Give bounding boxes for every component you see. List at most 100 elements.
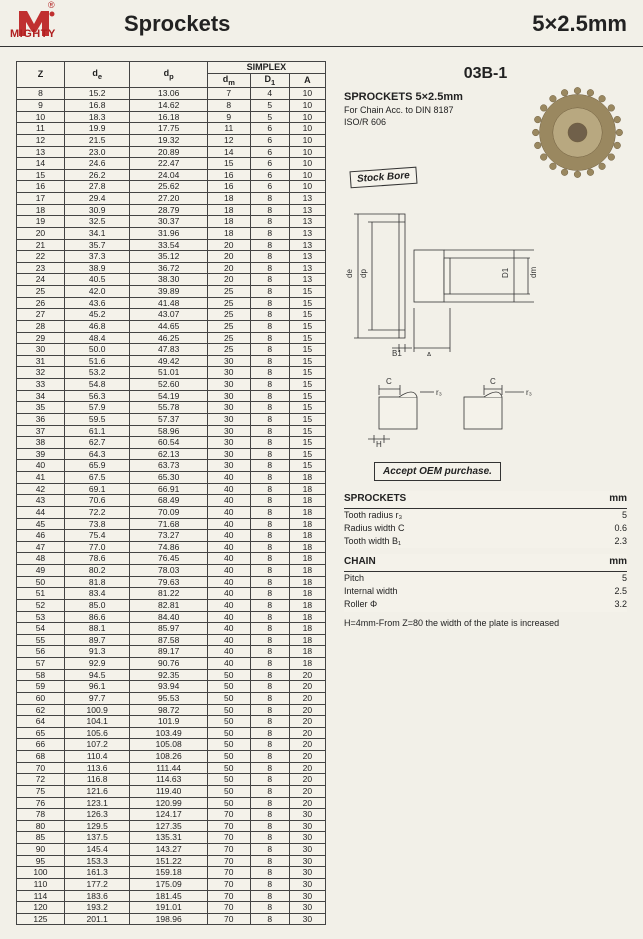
svg-text:H: H bbox=[376, 440, 382, 447]
table-row: 5894.592.3550820 bbox=[17, 669, 326, 681]
svg-text:B1: B1 bbox=[392, 349, 402, 356]
product-code: 03B-1 bbox=[344, 65, 627, 83]
svg-text:de: de bbox=[345, 269, 354, 278]
table-row: 80129.5127.3570830 bbox=[17, 820, 326, 832]
dimension-drawing: de dp D1 dm B1 A bbox=[344, 196, 554, 356]
table-row: 3456.354.1930815 bbox=[17, 390, 326, 402]
col-de: de bbox=[64, 62, 130, 88]
table-row: 1119.917.7511610 bbox=[17, 123, 326, 135]
table-row: 3761.158.9630815 bbox=[17, 425, 326, 437]
table-row: 2846.844.6525815 bbox=[17, 320, 326, 332]
table-row: 3354.852.6030815 bbox=[17, 379, 326, 391]
table-row: 95153.3151.2270830 bbox=[17, 855, 326, 867]
table-row: 110177.2175.0970830 bbox=[17, 878, 326, 890]
table-row: 3151.649.4230815 bbox=[17, 355, 326, 367]
col-a: A bbox=[289, 74, 325, 88]
svg-text:A: A bbox=[426, 351, 432, 356]
table-row: 120193.2191.0170830 bbox=[17, 902, 326, 914]
svg-text:D1: D1 bbox=[501, 267, 510, 278]
table-row: 75121.6119.4050820 bbox=[17, 785, 326, 797]
page-title: Sprockets bbox=[124, 11, 230, 37]
col-d1: D1 bbox=[250, 74, 289, 88]
table-row: 5996.193.9450820 bbox=[17, 681, 326, 693]
table-row: 100161.3159.1870830 bbox=[17, 867, 326, 879]
registered-mark: ® bbox=[48, 0, 55, 10]
page-spec: 5×2.5mm bbox=[532, 11, 627, 37]
table-row: 1932.530.3718813 bbox=[17, 216, 326, 228]
table-row: 76123.1120.9950820 bbox=[17, 797, 326, 809]
table-row: 2542.039.8925815 bbox=[17, 286, 326, 298]
table-row: 5183.481.2240818 bbox=[17, 588, 326, 600]
table-row: 114183.6181.4570830 bbox=[17, 890, 326, 902]
table-row: 4675.473.2740818 bbox=[17, 530, 326, 542]
header: ® MIGHTY Sprockets 5×2.5mm bbox=[0, 0, 643, 47]
spec-row: Roller Φ3.2 bbox=[344, 598, 627, 611]
col-dp: dp bbox=[130, 62, 207, 88]
table-row: 4370.668.4940818 bbox=[17, 495, 326, 507]
table-row: 1729.427.2018813 bbox=[17, 193, 326, 205]
sprocket-icon bbox=[530, 85, 625, 180]
table-row: 4065.963.7330815 bbox=[17, 460, 326, 472]
sprockets-spec-table: SPROCKETSmm Tooth radius r₃5Radius width… bbox=[344, 491, 627, 548]
col-z: Z bbox=[17, 62, 65, 88]
spec-row: Tooth radius r₃5 bbox=[344, 508, 627, 522]
table-row: 65105.6103.4950820 bbox=[17, 727, 326, 739]
svg-text:C: C bbox=[386, 377, 392, 386]
info-panel: 03B-1 SPROCKETS 5×2.5mm For Chain Acc. t… bbox=[344, 61, 627, 925]
table-row: 815.213.067410 bbox=[17, 88, 326, 100]
table-row: 72116.8114.6350820 bbox=[17, 774, 326, 786]
table-row: 5691.389.1740818 bbox=[17, 646, 326, 658]
table-row: 66107.2105.0850820 bbox=[17, 739, 326, 751]
table-row: 64104.1101.950820 bbox=[17, 716, 326, 728]
table-row: 1627.825.6216610 bbox=[17, 181, 326, 193]
table-row: 5285.082.8140818 bbox=[17, 599, 326, 611]
table-row: 2135.733.5420813 bbox=[17, 239, 326, 251]
table-row: 78126.3124.1770830 bbox=[17, 809, 326, 821]
table-row: 2948.446.2525815 bbox=[17, 332, 326, 344]
table-row: 3557.955.7830815 bbox=[17, 402, 326, 414]
table-row: 5488.185.9740818 bbox=[17, 623, 326, 635]
col-dm: dm bbox=[207, 74, 250, 88]
table-row: 4878.676.4540818 bbox=[17, 553, 326, 565]
svg-text:C: C bbox=[490, 377, 496, 386]
svg-text:dp: dp bbox=[359, 269, 368, 278]
table-row: 4472.270.0940818 bbox=[17, 506, 326, 518]
table-row: 6097.795.5350820 bbox=[17, 692, 326, 704]
col-simplex: SIMPLEX bbox=[207, 62, 325, 74]
table-row: 3253.251.0130815 bbox=[17, 367, 326, 379]
table-row: 4269.166.9140818 bbox=[17, 483, 326, 495]
table-row: 85137.5135.3170830 bbox=[17, 832, 326, 844]
table-row: 4980.278.0340818 bbox=[17, 565, 326, 577]
table-row: 5386.684.4040818 bbox=[17, 611, 326, 623]
table-row: 125201.1198.9670830 bbox=[17, 913, 326, 925]
table-row: 3050.047.8325815 bbox=[17, 344, 326, 356]
brand-name: MIGHTY bbox=[10, 28, 56, 40]
svg-text:dm: dm bbox=[529, 267, 538, 278]
table-row: 4777.074.8640818 bbox=[17, 541, 326, 553]
table-row: 70113.6111.4450820 bbox=[17, 762, 326, 774]
table-row: 5792.990.7640818 bbox=[17, 658, 326, 670]
table-row: 916.814.628510 bbox=[17, 100, 326, 112]
table-row: 1830.928.7918813 bbox=[17, 204, 326, 216]
table-row: 1221.519.3212610 bbox=[17, 134, 326, 146]
table-row: 3659.557.3730815 bbox=[17, 413, 326, 425]
table-row: 5589.787.5840818 bbox=[17, 634, 326, 646]
table-row: 2338.936.7220813 bbox=[17, 262, 326, 274]
table-row: 1526.224.0416610 bbox=[17, 169, 326, 181]
table-row: 2745.243.0725815 bbox=[17, 309, 326, 321]
data-table-region: Z de dp SIMPLEX dm D1 A 815.213.06741091… bbox=[16, 61, 326, 925]
table-row: 2237.335.1220813 bbox=[17, 251, 326, 263]
spec-row: Tooth width B₁2.3 bbox=[344, 535, 627, 548]
table-row: 1018.316.189510 bbox=[17, 111, 326, 123]
content: Z de dp SIMPLEX dm D1 A 815.213.06741091… bbox=[0, 47, 643, 939]
table-row: 1323.020.8914610 bbox=[17, 146, 326, 158]
table-row: 90145.4143.2770830 bbox=[17, 844, 326, 856]
spec-row: Pitch5 bbox=[344, 571, 627, 585]
table-row: 62100.998.7250820 bbox=[17, 704, 326, 716]
table-row: 4167.565.3040818 bbox=[17, 472, 326, 484]
svg-text:r₃: r₃ bbox=[526, 388, 532, 397]
table-row: 3862.760.5430815 bbox=[17, 437, 326, 449]
table-row: 2034.131.9618813 bbox=[17, 227, 326, 239]
table-row: 2643.641.4825815 bbox=[17, 297, 326, 309]
table-row: 2440.538.3020813 bbox=[17, 274, 326, 286]
